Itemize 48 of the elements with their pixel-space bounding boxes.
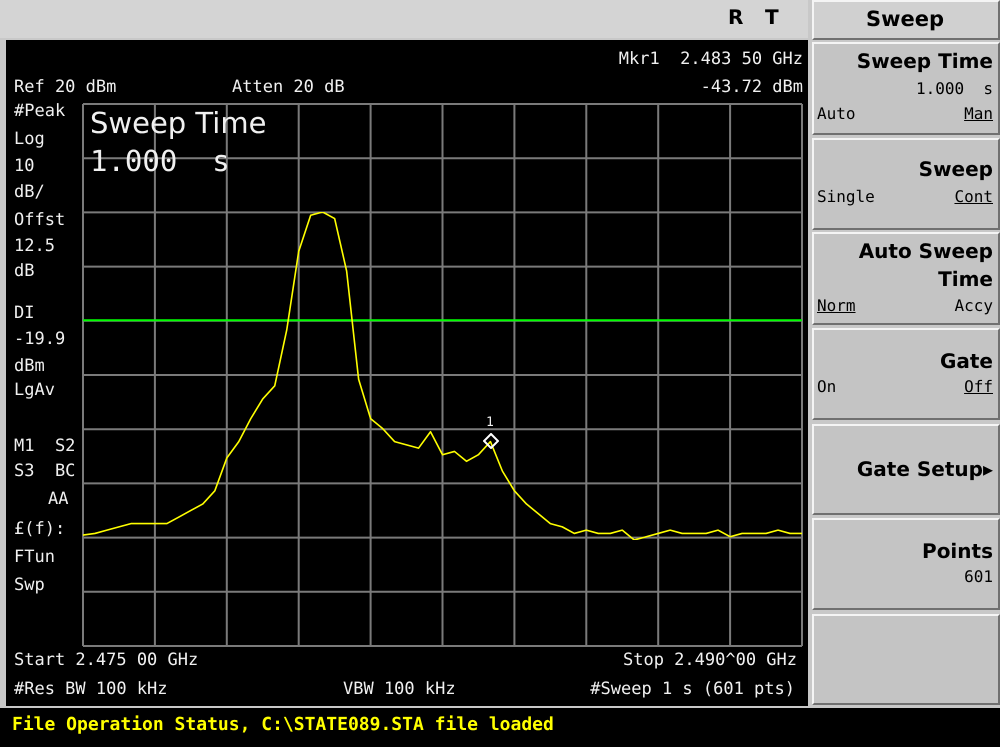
- text: Mkr1 2.483 50 GHz: [618, 49, 803, 69]
- text: Man: [964, 104, 993, 123]
- text: Norm: [817, 296, 856, 315]
- text: -43.72 dBm: [700, 77, 803, 97]
- text: #Peak: [14, 101, 66, 121]
- text: Log: [14, 129, 45, 149]
- text: 1.000 s: [90, 144, 230, 178]
- text: M1 S2: [14, 436, 76, 456]
- text: £(f):: [14, 519, 66, 539]
- text: Sweep: [866, 7, 944, 32]
- text: FTun: [14, 547, 55, 567]
- text: Atten 20 dB: [232, 77, 345, 97]
- text: T: [765, 5, 779, 29]
- text: File Operation Status, C:\STATE089.STA file loaded: [12, 714, 554, 735]
- text: Ref 20 dBm: [14, 77, 116, 97]
- text: 1.000 s: [916, 79, 993, 98]
- text: AA: [48, 489, 68, 509]
- text: #Res BW 100 kHz: [14, 679, 168, 699]
- annotation: 1: [486, 415, 494, 430]
- text: LgAv: [14, 380, 55, 400]
- text: dB: [14, 261, 34, 281]
- text: Gate: [940, 349, 993, 373]
- text: Single: [817, 187, 875, 206]
- text: S3 BC: [14, 461, 76, 481]
- text: Sweep Time: [856, 49, 993, 73]
- text: On: [817, 377, 836, 396]
- text: 601: [964, 567, 993, 586]
- text: Swp: [14, 575, 45, 595]
- text: Stop 2.490^00 GHz: [623, 650, 797, 670]
- text: 10: [14, 156, 34, 176]
- text: Accy: [954, 296, 993, 315]
- text: Auto: [817, 104, 856, 123]
- text: Sweep: [918, 157, 993, 181]
- text: Time: [938, 267, 993, 291]
- text: Sweep Time: [90, 106, 266, 140]
- text: Gate Setup▸: [856, 457, 993, 481]
- text: Cont: [954, 187, 993, 206]
- text: 12.5: [14, 236, 55, 256]
- text: Off: [964, 377, 993, 396]
- ref-line-label: DI -19.9 dBm: [14, 302, 66, 378]
- text: Start 2.475 00 GHz: [14, 650, 198, 670]
- text: VBW 100 kHz: [343, 679, 456, 699]
- text: #Sweep 1 s (601 pts): [590, 679, 795, 699]
- text: R: [728, 5, 744, 29]
- text: Auto Sweep: [858, 239, 993, 263]
- text: Points: [922, 539, 993, 563]
- text: Offst: [14, 210, 66, 230]
- text: dB/: [14, 182, 45, 202]
